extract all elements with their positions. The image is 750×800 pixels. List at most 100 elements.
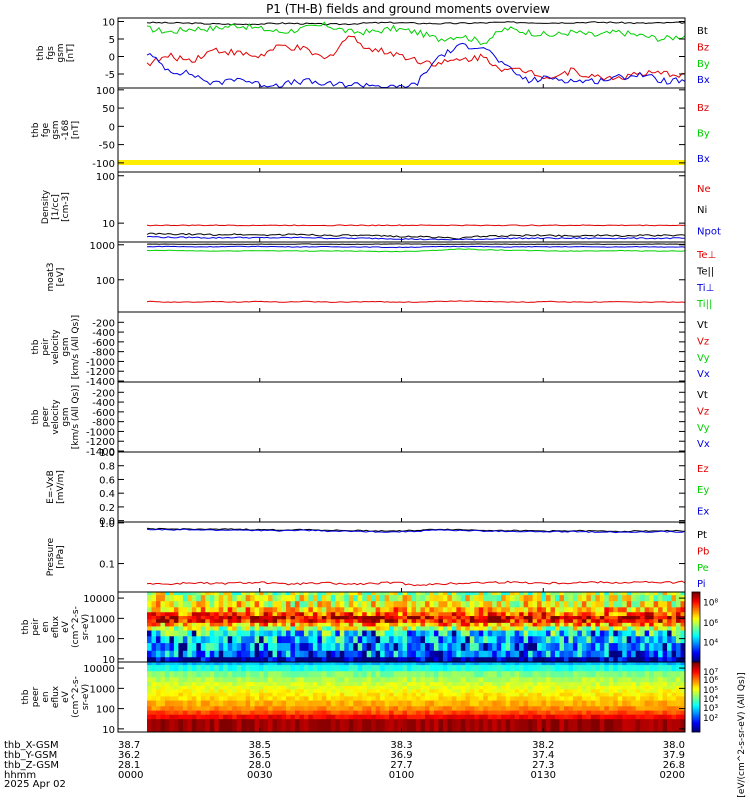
spectrogram-cell	[402, 686, 408, 690]
spectrogram-cell	[187, 696, 193, 701]
spectrogram-cell	[644, 595, 650, 602]
spectrogram-cell	[187, 700, 193, 707]
spectrogram-cell	[554, 677, 560, 683]
spectrogram-cell	[671, 677, 677, 683]
spectrogram-cell	[277, 650, 282, 658]
spectrogram-cell	[487, 595, 493, 602]
spectrogram-cell	[169, 677, 175, 683]
spectrogram-cell	[259, 665, 264, 672]
spectrogram-cell	[164, 662, 170, 666]
spectrogram-cell	[191, 626, 197, 631]
spectrogram-cell	[250, 671, 255, 678]
spectrogram-cell	[155, 592, 161, 596]
spectrogram-cell	[268, 665, 273, 672]
spectrogram-cell	[259, 689, 264, 694]
ytick-label: -1000	[86, 427, 115, 438]
spectrogram-cell	[375, 601, 381, 608]
spectrogram-cell	[147, 706, 152, 711]
spectrogram-cell	[662, 686, 668, 690]
spectrogram-cell	[227, 636, 233, 644]
spectrogram-cell	[456, 662, 462, 666]
spectrogram-cell	[151, 696, 157, 701]
spectrogram-cell	[572, 650, 578, 658]
spectrogram-cell	[223, 692, 229, 697]
spectrogram-cell	[671, 622, 677, 627]
spectrogram-cell	[622, 692, 628, 697]
spectrogram-cell	[613, 719, 619, 733]
spectrogram-cell	[272, 706, 278, 711]
spectrogram-cell	[563, 595, 569, 602]
spectrogram-cell	[308, 643, 314, 652]
spectrogram-cell	[478, 630, 484, 637]
spectrogram-cell	[604, 696, 610, 701]
spectrogram-cell	[622, 665, 628, 672]
spectrogram-cell	[317, 650, 323, 658]
spectrogram-cell	[563, 657, 569, 663]
spectrogram-cell	[317, 601, 323, 608]
colorbar-step	[692, 719, 700, 722]
spectrogram-cell	[245, 626, 251, 631]
spectrogram-cell	[407, 601, 412, 608]
spectrogram-cell	[245, 601, 251, 608]
spectrogram-cell	[640, 706, 646, 711]
spectrogram-cell	[375, 619, 381, 624]
spectrogram-cell	[604, 671, 610, 678]
spectrogram-cell	[550, 616, 556, 620]
spectrogram-cell	[164, 719, 170, 733]
spectrogram-cell	[537, 643, 542, 652]
spectrogram-cell	[250, 677, 255, 683]
spectrogram-cell	[667, 662, 672, 666]
spectrogram-cell	[362, 671, 368, 678]
spectrogram-cell	[245, 595, 251, 602]
spectrogram-cell	[572, 626, 578, 631]
spectrogram-cell	[572, 671, 578, 678]
spectrogram-cell	[635, 643, 641, 652]
spectrogram-cell	[191, 607, 197, 613]
spectrogram-cell	[631, 677, 637, 683]
spectrogram-cell	[599, 714, 605, 720]
spectrogram-cell	[572, 619, 578, 624]
spectrogram-cell	[254, 706, 260, 711]
spectrogram-cell	[478, 665, 484, 672]
spectrogram-cell	[541, 616, 547, 620]
spectrogram-cell	[456, 706, 462, 711]
spectrogram-cell	[155, 719, 161, 733]
spectrogram-cell	[523, 706, 529, 711]
spectrogram-cell	[613, 686, 619, 690]
ylabel-line: [cm-3]	[61, 192, 71, 222]
spectrogram-cell	[232, 616, 238, 620]
spectrogram-cell	[178, 636, 184, 644]
spectrogram-cell	[492, 612, 498, 617]
spectrogram-cell	[420, 595, 426, 602]
spectrogram-cell	[581, 692, 587, 697]
legend-Bz: Bz	[697, 103, 709, 114]
spectrogram-cell	[151, 595, 157, 602]
spectrogram-cell	[393, 696, 399, 701]
spectrogram-cell	[187, 662, 193, 666]
series-line-Pb	[146, 580, 686, 587]
spectrogram-cell	[182, 682, 188, 687]
spectrogram-cell	[528, 714, 533, 720]
spectrogram-cell	[505, 665, 511, 672]
spectrogram-cell	[595, 665, 601, 672]
spectrogram-cell	[209, 706, 215, 711]
spectrogram-cell	[303, 696, 309, 701]
spectrogram-cell	[348, 710, 354, 715]
spectrogram-cell	[532, 643, 538, 652]
spectrogram-cell	[433, 619, 439, 624]
spectrogram-cell	[371, 719, 377, 733]
spectrogram-cell	[312, 616, 318, 620]
spectrogram-cell	[478, 622, 484, 627]
spectrogram-cell	[510, 657, 516, 663]
spectrogram-cell	[380, 601, 386, 608]
spectrogram-cell	[339, 650, 345, 658]
spectrogram-cell	[196, 616, 202, 620]
ytick-label: 1000	[90, 684, 115, 695]
spectrogram-cell	[281, 657, 287, 663]
spectrogram-cell	[393, 686, 399, 690]
spectrogram-cell	[191, 612, 197, 617]
spectrogram-cell	[640, 612, 646, 617]
spectrogram-cell	[371, 700, 377, 707]
spectrogram-cell	[501, 612, 507, 617]
spectrogram-cell	[178, 630, 184, 637]
